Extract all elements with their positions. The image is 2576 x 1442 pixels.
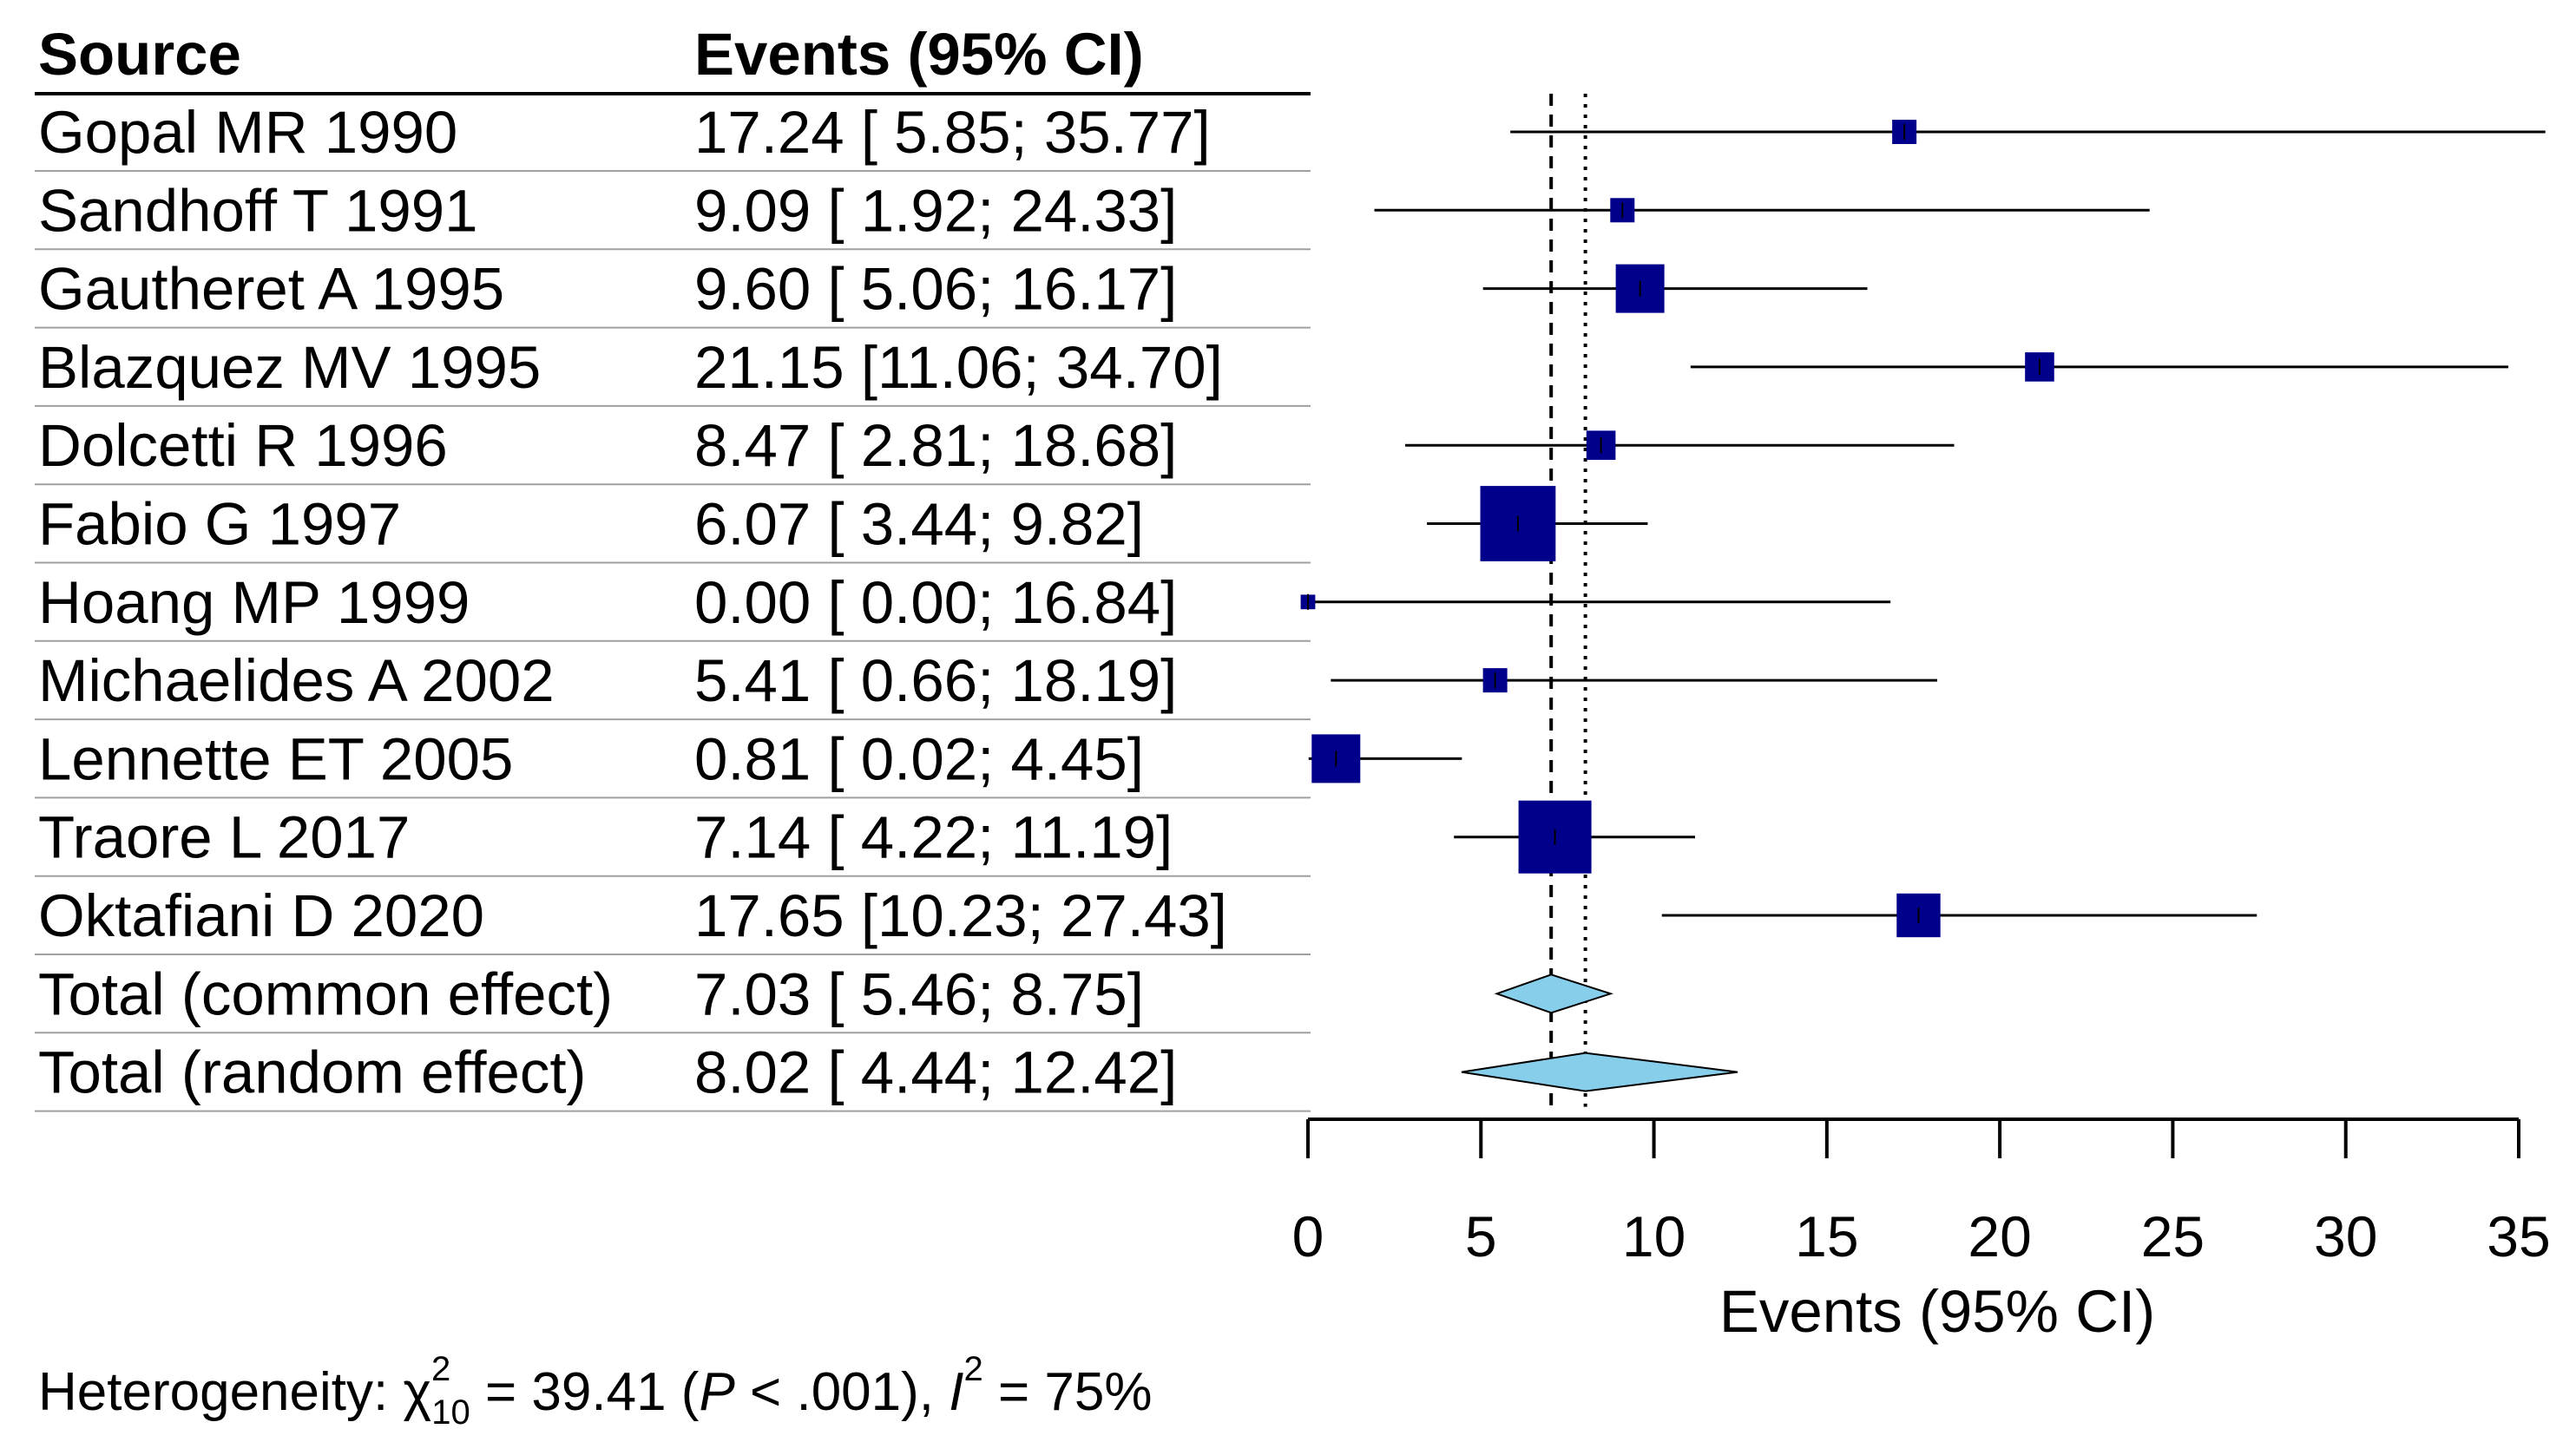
source-column-header: Source (38, 21, 241, 88)
x-axis-label: Events (95% CI) (1719, 1278, 2155, 1345)
x-tick-label: 35 (2487, 1204, 2550, 1268)
row-source: Blazquez MV 1995 (38, 334, 541, 401)
row-source: Oktafiani D 2020 (38, 882, 484, 949)
row-estimate: 8.47 [ 2.81; 18.68] (694, 412, 1177, 479)
x-tick-label: 20 (1968, 1204, 2031, 1268)
row-estimate: 21.15 [11.06; 34.70] (694, 334, 1223, 401)
row-source: Lennette ET 2005 (38, 725, 513, 792)
x-tick-label: 25 (2141, 1204, 2205, 1268)
row-estimate: 6.07 [ 3.44; 9.82] (694, 491, 1144, 558)
heterogeneity-text: Heterogeneity: χ2 10 = 39.41 (P < .001), … (38, 1350, 1152, 1432)
row-source: Sandhoff T 1991 (38, 177, 477, 244)
row-estimate: 17.65 [10.23; 27.43] (694, 882, 1227, 949)
row-estimate: 8.02 [ 4.44; 12.42] (694, 1039, 1177, 1106)
x-tick-label: 0 (1292, 1204, 1324, 1268)
row-source: Total (common effect) (38, 960, 613, 1027)
row-estimate: 7.03 [ 5.46; 8.75] (694, 960, 1144, 1027)
row-estimate: 9.60 [ 5.06; 16.17] (694, 256, 1177, 323)
x-tick-label: 5 (1465, 1204, 1497, 1268)
row-estimate: 9.09 [ 1.92; 24.33] (694, 177, 1177, 244)
plot-area (1300, 94, 2546, 1107)
x-tick-label: 30 (2314, 1204, 2377, 1268)
row-estimate: 17.24 [ 5.85; 35.77] (694, 99, 1211, 166)
pooled-diamond (1494, 973, 1614, 1014)
table-rows: Gopal MR 1990 17.24 [ 5.85; 35.77] Sandhof… (35, 99, 1311, 1112)
x-axis: 0 5 10 15 20 25 30 35 (1292, 1118, 2551, 1268)
row-estimate: 5.41 [ 0.66; 18.19] (694, 647, 1177, 714)
row-source: Gopal MR 1990 (38, 99, 457, 166)
row-estimate: 0.81 [ 0.02; 4.45] (694, 725, 1144, 792)
row-source: Gautheret A 1995 (38, 256, 504, 323)
row-source: Dolcetti R 1996 (38, 412, 448, 479)
events-column-header: Events (95% CI) (694, 21, 1144, 88)
row-source: Traore L 2017 (38, 804, 410, 871)
row-source: Hoang MP 1999 (38, 569, 470, 636)
row-estimate: 7.14 [ 4.22; 11.19] (694, 804, 1173, 871)
row-estimate: 0.00 [ 0.00; 16.84] (694, 569, 1177, 636)
row-source: Fabio G 1997 (38, 491, 401, 558)
row-source: Michaelides A 2002 (38, 647, 555, 714)
row-source: Total (random effect) (38, 1039, 587, 1106)
pooled-diamond (1461, 1052, 1738, 1092)
x-tick-label: 15 (1795, 1204, 1858, 1268)
x-tick-label: 10 (1622, 1204, 1686, 1268)
